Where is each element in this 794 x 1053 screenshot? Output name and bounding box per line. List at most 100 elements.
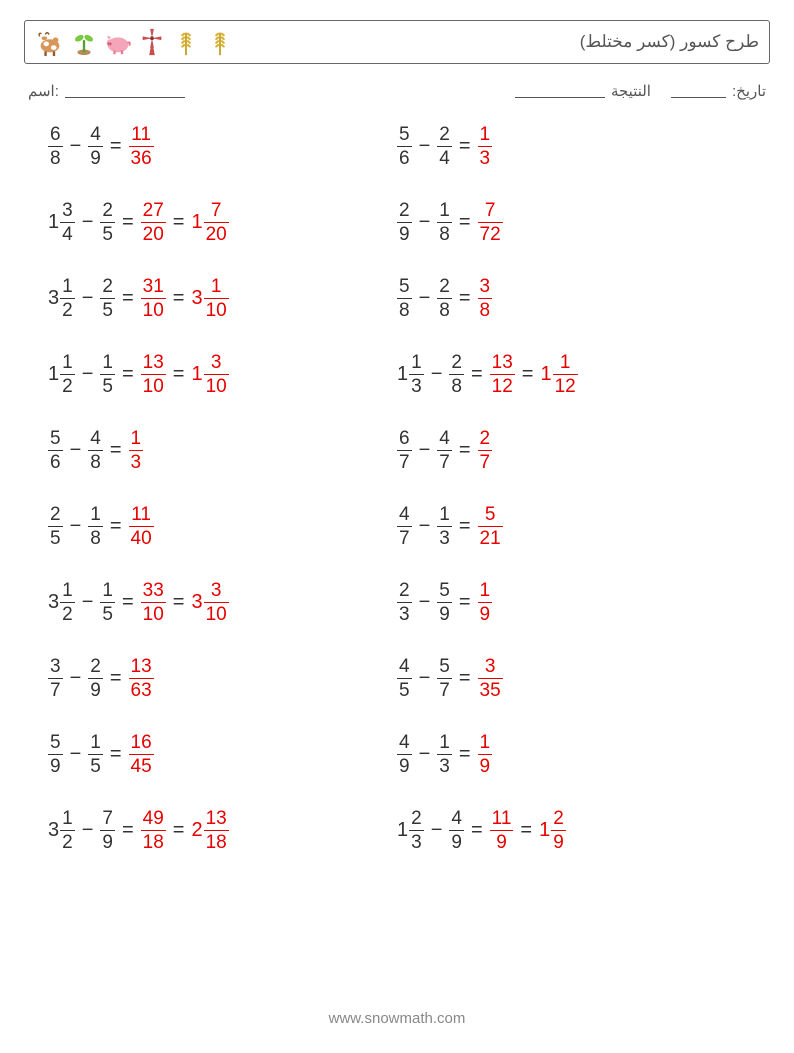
denominator: 8 [397,298,412,320]
fraction: 12 [60,277,75,320]
equals-sign: = [173,288,185,308]
denominator: 5 [48,526,63,548]
numerator: 1 [88,505,103,526]
whole-part: 1 [540,364,551,384]
name-blank[interactable] [65,84,185,98]
equals-sign: = [459,592,471,612]
score-blank[interactable] [515,84,605,98]
info-row: اسم: تاريخ: النتيجة [24,82,770,100]
numerator: 4 [88,429,103,450]
numerator: 3 [48,657,63,678]
fraction: 25 [48,505,63,548]
denominator: 8 [88,450,103,472]
problem-row: 58−28=38 [397,274,746,322]
denominator: 2 [60,830,75,852]
denominator: 7 [397,526,412,548]
numerator: 5 [48,733,63,754]
whole-part: 1 [539,820,550,840]
numerator: 13 [204,809,229,830]
denominator: 9 [551,830,566,852]
fraction: 23 [397,581,412,624]
numerator: 4 [397,657,412,678]
numerator: 4 [88,125,103,146]
denominator: 7 [437,678,452,700]
whole-part: 1 [48,212,59,232]
numerator: 4 [397,733,412,754]
fraction: 13 [129,429,144,472]
denominator: 9 [100,830,115,852]
denominator: 7 [397,450,412,472]
denominator: 10 [204,602,229,624]
denominator: 10 [141,602,166,624]
numerator: 1 [409,353,424,374]
wheat-icon [171,27,201,57]
numerator: 6 [397,429,412,450]
equals-sign: = [110,136,122,156]
denominator: 9 [490,830,514,852]
numerator: 3 [478,277,493,298]
numerator: 1 [437,733,452,754]
fraction: 18 [437,201,452,244]
date-blank[interactable] [671,84,726,98]
minus-sign: − [82,212,94,232]
fraction: 15 [100,353,115,396]
numerator: 1 [129,429,144,450]
denominator: 9 [48,754,63,776]
whole-part: 3 [191,592,202,612]
footer: www.snowmath.com [0,1010,794,1027]
numerator: 3 [60,201,75,222]
wheat-icon [205,27,235,57]
denominator: 8 [88,526,103,548]
denominator: 18 [141,830,166,852]
numerator: 2 [437,125,452,146]
numerator: 1 [478,581,493,602]
problems-column-left: 68−49=1136134−25=2720=1720312−25=3110=31… [48,122,397,854]
fraction: 29 [88,657,103,700]
denominator: 8 [437,298,452,320]
denominator: 21 [478,526,503,548]
fraction: 110 [204,277,229,320]
equals-sign: = [173,820,185,840]
icon-strip [35,27,235,57]
denominator: 6 [48,450,63,472]
denominator: 4 [60,222,75,244]
equals-sign: = [173,212,185,232]
fraction: 4918 [141,809,166,852]
denominator: 63 [129,678,154,700]
problem-row: 49−13=19 [397,730,746,778]
numerator: 2 [437,277,452,298]
fraction: 1645 [129,733,154,776]
equals-sign: = [110,440,122,460]
fraction: 68 [48,125,63,168]
problem-row: 68−49=1136 [48,122,397,170]
denominator: 2 [60,298,75,320]
equals-sign: = [122,364,134,384]
denominator: 5 [100,222,115,244]
fraction: 335 [478,657,503,700]
problems-area: 68−49=1136134−25=2720=1720312−25=3110=31… [24,122,770,854]
numerator: 2 [478,429,493,450]
whole-part: 3 [48,592,59,612]
fraction: 119 [490,809,514,852]
fraction: 27 [478,429,493,472]
whole-part: 1 [397,364,408,384]
denominator: 9 [478,754,493,776]
equals-sign: = [459,212,471,232]
denominator: 3 [478,146,493,168]
fraction: 56 [48,429,63,472]
fraction: 13 [478,125,493,168]
fraction: 3110 [141,277,166,320]
fraction: 19 [478,733,493,776]
fraction: 25 [100,277,115,320]
minus-sign: − [419,440,431,460]
minus-sign: − [70,440,82,460]
numerator: 1 [100,353,115,374]
denominator: 10 [141,298,166,320]
denominator: 9 [437,602,452,624]
numerator: 49 [141,809,166,830]
equals-sign: = [110,516,122,536]
fraction: 12 [60,809,75,852]
numerator: 5 [397,125,412,146]
date-label: تاريخ: [732,82,766,100]
fraction: 1312 [490,353,515,396]
